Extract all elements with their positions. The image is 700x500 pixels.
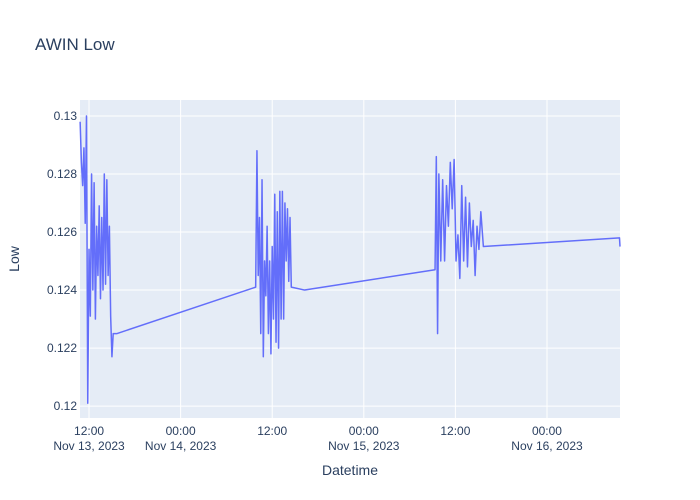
x-tick-label: Nov 16, 2023 xyxy=(511,439,583,453)
y-tick-label: 0.122 xyxy=(47,341,77,355)
y-tick-label: 0.12 xyxy=(54,399,78,413)
y-axis-title: Low xyxy=(6,245,22,272)
y-tick-label: 0.13 xyxy=(54,109,78,123)
x-tick-label: 00:00 xyxy=(166,424,196,438)
x-tick-label: 12:00 xyxy=(74,424,104,438)
chart-title: AWIN Low xyxy=(35,35,115,54)
data-line xyxy=(79,115,621,404)
x-tick-label: Nov 14, 2023 xyxy=(145,439,217,453)
y-tick-label: 0.128 xyxy=(47,167,77,181)
x-tick-label: 00:00 xyxy=(349,424,379,438)
plot-area xyxy=(80,100,620,418)
x-tick-label: 00:00 xyxy=(532,424,562,438)
y-tick-label: 0.126 xyxy=(47,225,77,239)
x-tick-label: 12:00 xyxy=(440,424,470,438)
x-tick-label: 12:00 xyxy=(257,424,287,438)
x-tick-label: Nov 15, 2023 xyxy=(328,439,400,453)
x-tick-label: Nov 13, 2023 xyxy=(53,439,125,453)
x-axis-title: Datetime xyxy=(322,462,378,478)
y-tick-label: 0.124 xyxy=(47,283,77,297)
